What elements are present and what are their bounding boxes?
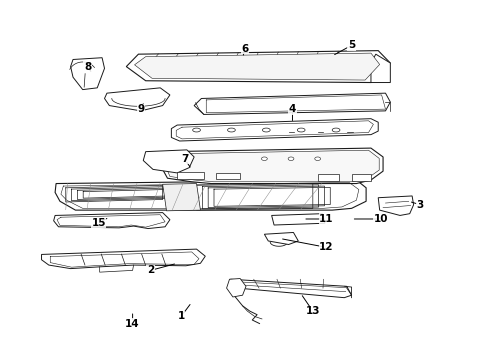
Ellipse shape bbox=[288, 157, 294, 161]
Bar bbox=[216, 173, 240, 179]
Text: 13: 13 bbox=[306, 306, 320, 316]
Text: 11: 11 bbox=[319, 214, 334, 224]
Text: 2: 2 bbox=[147, 265, 154, 275]
Polygon shape bbox=[163, 184, 200, 211]
Polygon shape bbox=[265, 233, 298, 244]
Text: 9: 9 bbox=[137, 104, 145, 114]
Bar bbox=[177, 172, 204, 179]
Text: 3: 3 bbox=[416, 200, 424, 210]
Text: 1: 1 bbox=[177, 311, 185, 321]
Ellipse shape bbox=[262, 157, 267, 161]
Text: 14: 14 bbox=[125, 319, 140, 329]
Polygon shape bbox=[71, 58, 104, 90]
Bar bbox=[352, 174, 371, 181]
Polygon shape bbox=[55, 180, 366, 210]
Polygon shape bbox=[104, 88, 170, 111]
Text: 5: 5 bbox=[348, 40, 355, 50]
Text: 10: 10 bbox=[373, 214, 388, 224]
Polygon shape bbox=[53, 213, 170, 229]
Polygon shape bbox=[135, 53, 380, 80]
Text: 15: 15 bbox=[92, 217, 106, 228]
Text: 7: 7 bbox=[181, 154, 188, 164]
Polygon shape bbox=[143, 150, 194, 173]
Text: 12: 12 bbox=[319, 242, 334, 252]
Text: 6: 6 bbox=[242, 44, 248, 54]
Text: 4: 4 bbox=[289, 104, 296, 114]
Polygon shape bbox=[167, 150, 379, 182]
Polygon shape bbox=[271, 214, 325, 225]
Ellipse shape bbox=[193, 128, 200, 132]
Bar bbox=[318, 174, 340, 181]
Polygon shape bbox=[378, 196, 414, 215]
Text: 8: 8 bbox=[84, 62, 91, 72]
Polygon shape bbox=[126, 51, 391, 82]
Ellipse shape bbox=[263, 128, 270, 132]
Ellipse shape bbox=[297, 128, 305, 132]
Polygon shape bbox=[172, 119, 378, 141]
Polygon shape bbox=[230, 279, 352, 298]
Polygon shape bbox=[42, 249, 205, 269]
Ellipse shape bbox=[315, 157, 320, 161]
Ellipse shape bbox=[332, 128, 340, 132]
Polygon shape bbox=[163, 148, 383, 184]
Polygon shape bbox=[371, 54, 391, 82]
Polygon shape bbox=[194, 93, 391, 114]
Ellipse shape bbox=[227, 128, 235, 132]
Polygon shape bbox=[226, 279, 246, 297]
